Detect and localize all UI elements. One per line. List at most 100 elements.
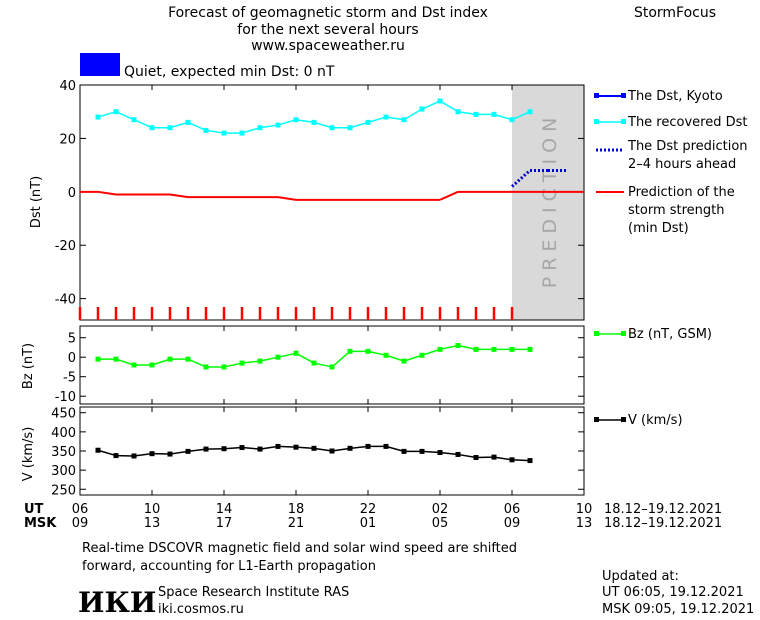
v-segment — [223, 446, 243, 450]
v-segment — [385, 445, 405, 453]
recovered-dst-point — [311, 119, 317, 125]
legend-strength-label-2: storm strength — [628, 203, 725, 218]
v-point — [347, 445, 353, 451]
v-point — [419, 448, 425, 454]
bz-ytick-label: 0 — [68, 351, 76, 366]
recovered-dst-point — [95, 114, 101, 120]
v-point — [473, 455, 479, 461]
ut-tick-label: 14 — [216, 502, 233, 517]
v-segment — [97, 449, 117, 457]
legend-recovered-label: The recovered Dst — [627, 115, 747, 130]
prediction-band — [512, 85, 584, 320]
msk-tick-label: 09 — [72, 516, 89, 531]
v-segment — [493, 456, 513, 461]
recovered-dst-segment — [295, 118, 315, 124]
v-point — [113, 453, 119, 459]
msk-tick-label: 13 — [144, 516, 161, 531]
v-point — [455, 451, 461, 457]
v-point — [527, 458, 533, 464]
v-point — [509, 457, 515, 463]
ut-tick-label: 10 — [144, 502, 161, 517]
recovered-dst-point — [113, 109, 119, 115]
msk-tick-label: 17 — [216, 516, 233, 531]
ut-date-range: 18.12–19.12.2021 — [604, 502, 722, 517]
storm-strength-segment — [277, 196, 297, 201]
bz-segment — [277, 352, 297, 358]
bz-point — [455, 343, 461, 348]
prediction-label: PREDICTION — [539, 112, 561, 289]
v-point — [203, 446, 209, 452]
bz-segment — [151, 358, 171, 366]
bz-segment — [439, 344, 459, 351]
institute-site[interactable]: iki.cosmos.ru — [158, 602, 244, 617]
bz-segment — [187, 358, 207, 368]
title-line-2: for the next several hours — [237, 22, 418, 38]
v-point — [329, 448, 335, 454]
v-point — [365, 443, 371, 449]
recovered-dst-point — [149, 125, 155, 131]
bz-point — [293, 350, 299, 356]
updated-msk: MSK 09:05, 19.12.2021 — [602, 602, 754, 617]
bz-point — [95, 356, 101, 362]
recovered-dst-segment — [511, 111, 531, 121]
recovered-dst-segment — [313, 121, 333, 129]
recovered-dst-segment — [205, 129, 225, 134]
legend-bz-label: Bz (nT, GSM) — [628, 327, 712, 342]
v-segment — [169, 450, 189, 455]
legend-v-label: V (km/s) — [628, 413, 683, 428]
v-segment — [295, 446, 315, 450]
recovered-dst-point — [347, 125, 353, 131]
bz-segment — [241, 360, 261, 364]
ut-tick-label: 22 — [360, 502, 377, 517]
msk-tick-label: 05 — [432, 516, 449, 531]
bz-ytick-label: -10 — [55, 390, 76, 405]
bz-segment — [223, 362, 243, 368]
ut-tick-label: 06 — [504, 502, 521, 517]
storm-strength-segment — [439, 190, 459, 201]
v-point — [131, 453, 137, 459]
bz-point — [365, 348, 371, 354]
v-point — [437, 450, 443, 456]
footnote-line-1: Real-time DSCOVR magnetic field and sola… — [82, 541, 517, 556]
legend-prediction: The Dst prediction 2–4 hours ahead — [596, 139, 748, 172]
bz-segment — [367, 350, 387, 356]
v-segment — [349, 445, 369, 450]
dst-ytick-label: 0 — [68, 186, 76, 201]
v-point — [149, 451, 155, 457]
updated-ut: UT 06:05, 19.12.2021 — [602, 585, 744, 600]
bz-segment — [403, 354, 423, 362]
v-point — [401, 448, 407, 454]
v-point — [311, 445, 317, 451]
recovered-dst-point — [185, 119, 191, 125]
bz-segment — [313, 362, 333, 368]
bz-point — [383, 352, 389, 358]
v-point — [491, 454, 497, 460]
v-panel: 450 400 350 300 250 V (km/s) — [21, 406, 585, 498]
bz-segment — [421, 348, 441, 356]
ut-tick-label: 18 — [288, 502, 305, 517]
recovered-dst-segment — [385, 116, 405, 121]
legend-bz: Bz (nT, GSM) — [594, 327, 712, 342]
msk-tick-label: 09 — [504, 516, 521, 531]
legend-strength: Prediction of the storm strength (min Ds… — [596, 185, 735, 236]
legend-prediction-label-1: The Dst prediction — [627, 139, 748, 154]
bz-plot-frame — [79, 325, 585, 405]
legend-prediction-label-2: 2–4 hours ahead — [628, 157, 736, 172]
bz-point — [311, 360, 317, 366]
legend-v: V (km/s) — [594, 413, 683, 428]
ut-tick-label: 10 — [576, 502, 593, 517]
footnote-line-2: forward, accounting for L1-Earth propaga… — [82, 559, 376, 574]
bz-panel: 5 0 -5 -10 Bz (nT) — [21, 325, 585, 405]
iki-logo: ИКИ — [78, 586, 156, 619]
storm-strength-segment — [97, 190, 117, 196]
v-segment — [259, 445, 279, 450]
v-segment — [439, 451, 459, 456]
dst-ytick-label: -40 — [55, 293, 76, 308]
title-line-3: www.spaceweather.ru — [251, 38, 405, 54]
recovered-dst-segment — [97, 110, 117, 118]
dst-plot-frame — [79, 84, 585, 321]
v-point — [239, 445, 245, 451]
msk-tick-label: 13 — [576, 516, 593, 531]
recovered-dst-point — [491, 111, 497, 117]
v-ytick-label: 450 — [51, 407, 76, 422]
